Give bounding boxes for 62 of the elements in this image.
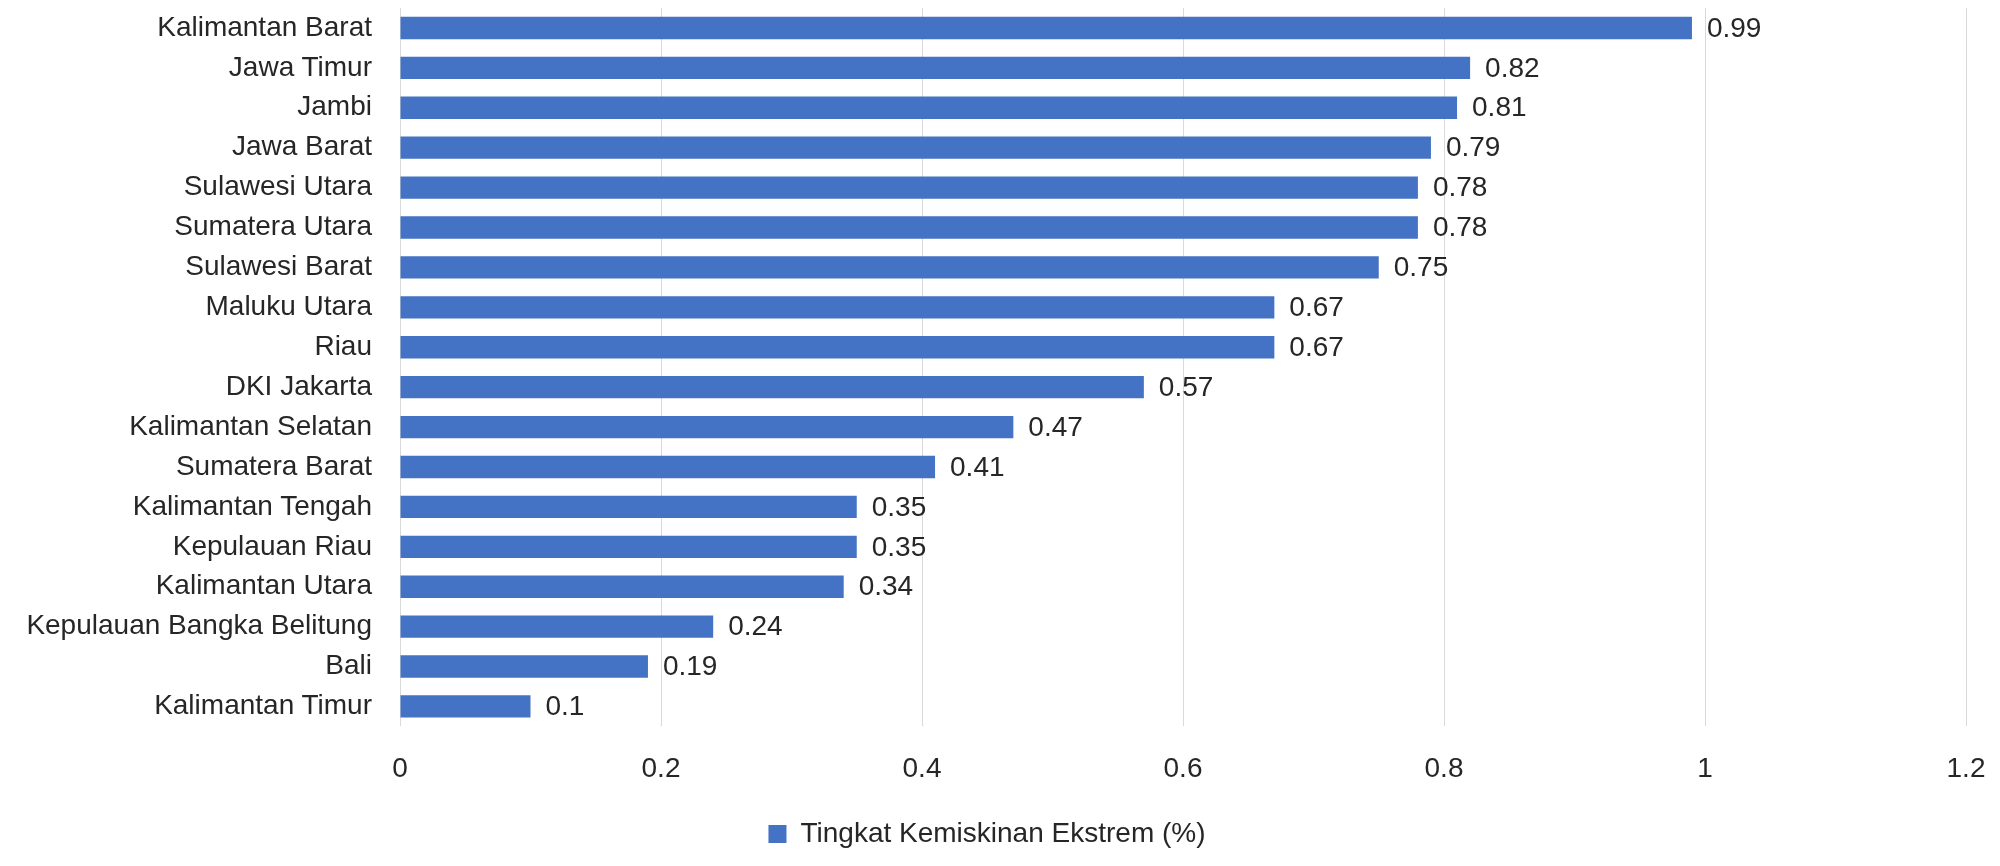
legend-label: Tingkat Kemiskinan Ekstrem (%) <box>800 816 1206 848</box>
x-tick-label: 0.4 <box>902 751 942 783</box>
data-label: 0.81 <box>1472 91 1527 123</box>
data-label: 0.41 <box>950 450 1005 482</box>
y-tick-label: Sulawesi Utara <box>183 170 373 202</box>
y-tick-label: Maluku Utara <box>205 290 373 322</box>
y-tick-label: Jambi <box>297 90 372 122</box>
data-label: 0.19 <box>662 650 718 682</box>
y-tick-label: Kalimantan Tengah <box>132 489 372 521</box>
data-label: 0.75 <box>1393 251 1449 283</box>
y-tick-label: Sumatera Barat <box>175 449 373 481</box>
x-tick-label: 1.2 <box>1946 751 1986 783</box>
y-tick-label: Sumatera Utara <box>174 210 373 242</box>
bar <box>400 495 857 519</box>
x-tick-label: 0.2 <box>641 751 681 783</box>
data-label: 0.78 <box>1432 211 1488 243</box>
bar <box>400 256 1379 279</box>
y-tick-label: Kalimantan Selatan <box>129 409 372 441</box>
x-tick-label: 0.6 <box>1163 751 1203 783</box>
y-tick-label: Kalimantan Barat <box>157 10 373 42</box>
bar <box>400 375 1144 399</box>
y-tick-label: Sulawesi Barat <box>185 250 373 282</box>
bar <box>400 96 1458 119</box>
data-label: 0.24 <box>728 610 783 642</box>
y-tick-label: DKI Jakarta <box>225 369 373 401</box>
bar <box>400 655 648 678</box>
bar <box>400 16 1692 40</box>
data-label: 0.47 <box>1028 410 1083 442</box>
y-tick-label: Kalimantan Timur <box>154 689 372 721</box>
y-tick-label: Kepulauan Riau <box>172 529 372 561</box>
data-label: 0.78 <box>1432 171 1488 203</box>
y-tick-label: Kalimantan Utara <box>155 569 373 601</box>
data-label: 0.35 <box>871 490 927 522</box>
data-label: 0.99 <box>1706 11 1762 43</box>
bar <box>400 296 1275 319</box>
y-tick-label: Riau <box>314 329 372 361</box>
bar <box>400 336 1275 359</box>
bar <box>400 176 1418 199</box>
data-label: 0.34 <box>858 570 914 602</box>
y-tick-label: Kepulauan Bangka Belitung <box>26 609 372 641</box>
data-label: 0.79 <box>1445 131 1501 163</box>
y-tick-label: Jawa Barat <box>231 130 373 162</box>
data-label: 0.1 <box>545 690 585 722</box>
bar <box>400 136 1431 159</box>
bar <box>400 695 531 718</box>
bar <box>400 575 844 598</box>
data-label: 0.35 <box>871 530 927 562</box>
data-label: 0.67 <box>1289 330 1344 362</box>
data-label: 0.82 <box>1485 51 1540 83</box>
bar <box>400 535 857 558</box>
data-label: 0.57 <box>1158 370 1214 402</box>
bar <box>400 455 936 479</box>
bar <box>400 216 1418 239</box>
bar <box>400 615 714 638</box>
bar <box>400 56 1471 80</box>
x-tick-label: 0.8 <box>1424 751 1464 783</box>
x-tick-label: 0 <box>392 751 408 783</box>
x-tick-label: 1 <box>1697 751 1713 783</box>
data-label: 0.67 <box>1289 291 1344 323</box>
bar <box>400 415 1014 439</box>
y-tick-label: Bali <box>325 649 372 681</box>
y-tick-label: Jawa Timur <box>228 50 372 82</box>
